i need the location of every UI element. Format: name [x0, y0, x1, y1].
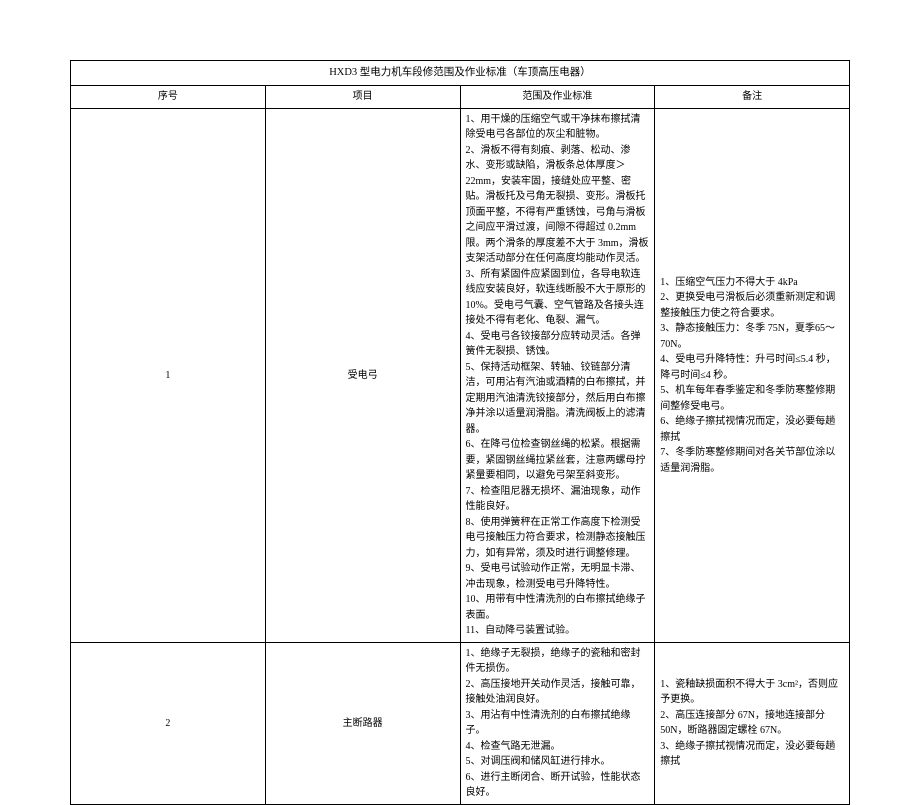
header-remark: 备注	[655, 86, 850, 109]
row-scope: 1、绝缘子无裂损，绝缘子的瓷釉和密封件无损伤。2、高压接地开关动作灵活，接触可靠…	[460, 642, 655, 804]
table-row: 1 受电弓 1、用干燥的压缩空气或干净抹布擦拭清除受电弓各部位的灰尘和脏物。2、…	[71, 108, 850, 642]
row-scope: 1、用干燥的压缩空气或干净抹布擦拭清除受电弓各部位的灰尘和脏物。2、滑板不得有刻…	[460, 108, 655, 642]
row-item: 主断路器	[265, 642, 460, 804]
header-row: 序号 项目 范围及作业标准 备注	[71, 86, 850, 109]
standards-table: HXD3 型电力机车段修范围及作业标准（车顶高压电器） 序号 项目 范围及作业标…	[70, 60, 850, 805]
row-seq: 1	[71, 108, 266, 642]
title-row: HXD3 型电力机车段修范围及作业标准（车顶高压电器）	[71, 61, 850, 86]
header-scope: 范围及作业标准	[460, 86, 655, 109]
row-remark: 1、压缩空气压力不得大于 4kPa2、更换受电弓滑板后必须重新测定和调整接触压力…	[655, 108, 850, 642]
header-seq: 序号	[71, 86, 266, 109]
row-item: 受电弓	[265, 108, 460, 642]
table-title: HXD3 型电力机车段修范围及作业标准（车顶高压电器）	[71, 61, 850, 86]
table-row: 2 主断路器 1、绝缘子无裂损，绝缘子的瓷釉和密封件无损伤。2、高压接地开关动作…	[71, 642, 850, 804]
header-item: 项目	[265, 86, 460, 109]
row-remark: 1、瓷釉缺损面积不得大于 3cm²，否则应予更换。2、高压连接部分 67N，接地…	[655, 642, 850, 804]
row-seq: 2	[71, 642, 266, 804]
